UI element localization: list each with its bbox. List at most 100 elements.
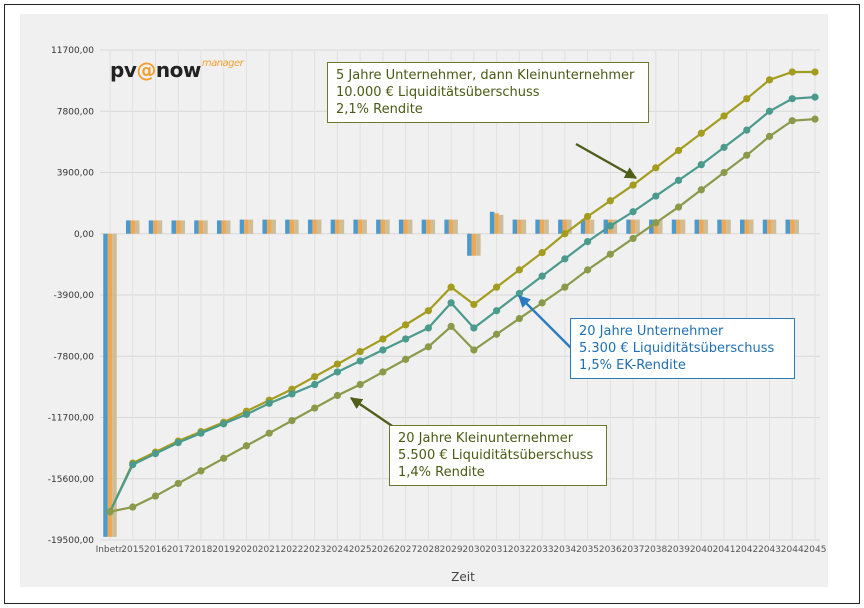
data-point <box>697 186 705 194</box>
bar <box>339 219 345 234</box>
bar <box>262 219 267 234</box>
data-point <box>311 380 319 389</box>
data-point <box>652 219 660 227</box>
x-tick-label: 2035 <box>576 545 599 555</box>
bar <box>612 219 618 234</box>
y-tick-label: 11700,00 <box>51 46 94 56</box>
data-point <box>129 503 137 511</box>
data-point <box>151 492 160 500</box>
data-point <box>288 390 296 398</box>
data-point <box>151 450 160 458</box>
data-point <box>311 404 319 412</box>
x-tick-label: 2022 <box>280 545 303 555</box>
x-tick-label: 2042 <box>735 545 758 555</box>
x-tick-label: 2036 <box>599 545 622 555</box>
bar <box>194 220 199 234</box>
data-point <box>561 283 569 291</box>
bar <box>767 219 772 234</box>
data-point <box>174 439 182 447</box>
bar <box>444 219 449 234</box>
bar <box>180 220 185 234</box>
bar <box>330 219 336 234</box>
bar <box>671 219 677 234</box>
series-line-1 <box>109 70 815 513</box>
data-point <box>379 335 387 343</box>
bar <box>103 233 108 537</box>
x-tick-label: 2023 <box>303 545 326 555</box>
x-tick-label: 2033 <box>531 545 554 555</box>
x-tick-label: 2045 <box>804 545 827 555</box>
bar <box>740 219 745 234</box>
bar <box>494 213 499 234</box>
bar <box>107 233 113 537</box>
bar <box>680 219 686 234</box>
bar <box>726 219 731 234</box>
bar <box>266 219 272 234</box>
data-point <box>538 272 546 280</box>
data-point <box>788 95 796 103</box>
data-point <box>652 164 660 172</box>
x-axis: Inbetr.2015 2016 2017 2018 2019 2020 2021 2022 2… <box>96 545 827 555</box>
bar <box>567 219 572 234</box>
bar <box>544 219 549 234</box>
data-point <box>493 307 501 315</box>
data-point <box>265 429 273 437</box>
data-point <box>424 324 432 332</box>
annotation-blue-line-2: 5.300 € Liquiditätsüberschuss <box>579 341 775 356</box>
bar <box>539 219 545 234</box>
bar <box>580 219 586 234</box>
data-point <box>288 417 296 425</box>
bar <box>312 219 317 234</box>
data-point <box>356 357 364 365</box>
data-point <box>674 146 683 155</box>
bar <box>535 219 540 234</box>
x-tick-label: 2021 <box>258 545 281 555</box>
data-point <box>652 192 660 200</box>
data-point <box>424 307 432 315</box>
data-point <box>811 68 819 76</box>
arrow-blue <box>518 295 581 358</box>
x-tick-label: 2041 <box>713 545 736 555</box>
data-point <box>561 230 569 238</box>
x-tick-label: Inbetr. <box>96 545 125 555</box>
bar <box>225 220 231 234</box>
bar <box>630 219 636 234</box>
x-tick-label: 2034 <box>553 545 576 555</box>
data-point <box>788 117 796 125</box>
bar <box>558 219 563 234</box>
data-point <box>129 461 137 469</box>
data-point <box>379 346 387 354</box>
x-tick-label: 2027 <box>394 545 417 555</box>
bar <box>721 219 727 234</box>
annotation-top: 5 Jahre Unternehmer, dann Kleinunternehm… <box>327 62 649 123</box>
bar <box>244 219 249 234</box>
arrow-top <box>575 142 638 180</box>
bar <box>467 233 472 256</box>
bar <box>112 233 117 537</box>
x-tick-label: 2019 <box>212 545 235 555</box>
bar <box>407 219 413 234</box>
bar <box>794 219 800 234</box>
data-point <box>674 203 683 211</box>
x-tick-label: 2040 <box>690 545 713 555</box>
line-series <box>106 68 819 516</box>
data-point <box>743 151 751 159</box>
x-axis-label: Zeit <box>451 570 475 584</box>
x-tick-label: 2044 <box>781 545 804 555</box>
data-point <box>674 176 683 184</box>
bar <box>430 219 436 234</box>
annotation-bottom: 20 Jahre Kleinunternehmer 5.500 € Liquid… <box>389 425 607 486</box>
bar <box>585 219 590 234</box>
bar <box>517 219 522 234</box>
bar <box>353 219 358 234</box>
bar <box>157 220 163 234</box>
bar <box>134 220 140 234</box>
y-axis: 11700,00 7800,00 3900,00 0,00 -3900,00 -7800,… <box>48 46 94 546</box>
data-point <box>765 76 774 84</box>
data-point <box>447 299 455 307</box>
x-tick-label: 2018 <box>190 545 213 555</box>
data-point <box>583 238 592 246</box>
x-tick-label: 2026 <box>371 545 394 555</box>
bar <box>221 220 226 234</box>
